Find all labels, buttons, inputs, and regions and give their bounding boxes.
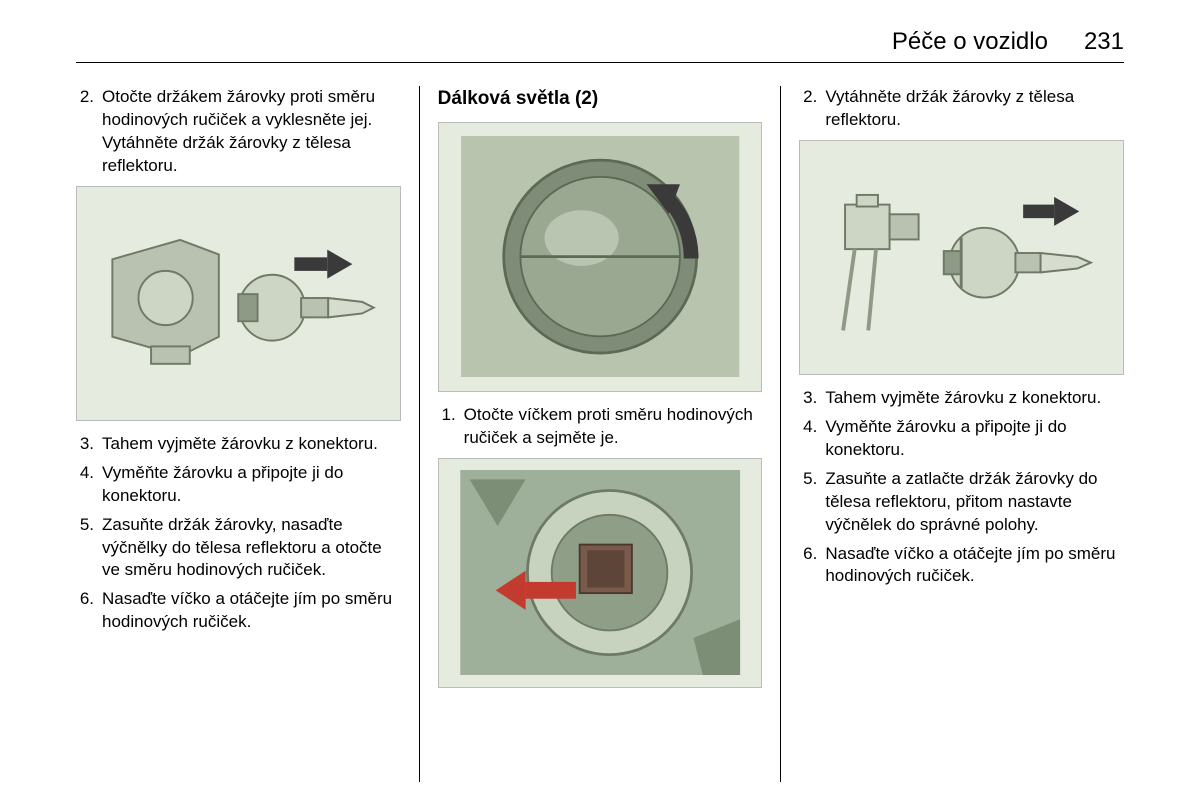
list-item: 5. Zasuňte držák žárovky, nasaďte výčněl… [76,514,401,583]
list-item: 5. Zasuňte a zatlačte držák žárovky do t… [799,468,1124,537]
bulb-holder-icon [93,198,383,408]
step-text: Nasaďte víčko a otáčejte jím po směru ho… [102,588,401,634]
header-rule [76,62,1124,63]
figure-bulb-connector [799,140,1124,375]
step-text: Otočte víčkem proti směru hodinových ruč… [464,404,763,450]
step-text: Tahem vyjměte žárovku z konektoru. [102,433,401,456]
list-item: 4. Vyměňte žárovku a připojte ji do kone… [799,416,1124,462]
step-number: 2. [799,86,825,132]
step-number: 1. [438,404,464,450]
list-item: 6. Nasaďte víčko a otáčejte jím po směru… [799,543,1124,589]
subheading: Dálková světla (2) [438,86,763,112]
step-number: 5. [799,468,825,537]
bulb-socket-icon [455,470,745,675]
content-columns: 2. Otočte držákem žárovky proti směru ho… [76,86,1124,782]
column-3: 2. Vytáhněte držák žárovky z tělesa refl… [781,86,1124,782]
step-number: 3. [76,433,102,456]
list-item: 3. Tahem vyjměte žárovku z konektoru. [799,387,1124,410]
step-text: Zasuňte a zatlačte držák žárovky do těle… [825,468,1124,537]
figure-bulb-socket [438,458,763,688]
step-number: 3. [799,387,825,410]
step-number: 5. [76,514,102,583]
step-text: Nasaďte víčko a otáčejte jím po směru ho… [825,543,1124,589]
step-text: Zasuňte držák žárovky, nasaďte výčnělky … [102,514,401,583]
figure-bulb-holder [76,186,401,421]
list-item: 2. Vytáhněte držák žárovky z tělesa refl… [799,86,1124,132]
step-number: 2. [76,86,102,178]
list-item: 6. Nasaďte víčko a otáčejte jím po směru… [76,588,401,634]
section-title: Péče o vozidlo [892,28,1048,56]
column-2: Dálková světla (2) 1. Otočte víčkem prot… [419,86,782,782]
step-text: Tahem vyjměte žárovku z konektoru. [825,387,1124,410]
column-1: 2. Otočte držákem žárovky proti směru ho… [76,86,419,782]
step-number: 6. [799,543,825,589]
step-number: 4. [76,462,102,508]
headlight-cap-icon [455,136,745,377]
page-number: 231 [1084,28,1124,56]
list-item: 2. Otočte držákem žárovky proti směru ho… [76,86,401,178]
step-number: 4. [799,416,825,462]
page-header: Péče o vozidlo 231 [892,28,1124,56]
figure-headlight-cap [438,122,763,392]
step-number: 6. [76,588,102,634]
bulb-connector-icon [816,153,1106,363]
step-text: Otočte držákem žárovky proti směru hodin… [102,86,401,178]
step-text: Vyměňte žárovku a připojte ji do konekto… [102,462,401,508]
list-item: 4. Vyměňte žárovku a připojte ji do kone… [76,462,401,508]
step-text: Vyměňte žárovku a připojte ji do konekto… [825,416,1124,462]
step-text: Vytáhněte držák žárovky z tělesa reflekt… [825,86,1124,132]
list-item: 1. Otočte víčkem proti směru hodinových … [438,404,763,450]
list-item: 3. Tahem vyjměte žárovku z konektoru. [76,433,401,456]
